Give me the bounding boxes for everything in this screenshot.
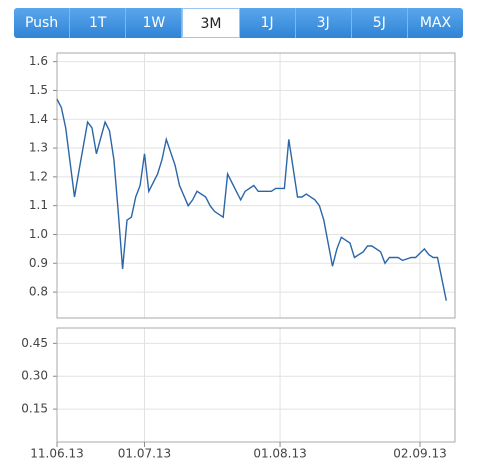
tab[interactable]: 1W [126,8,183,38]
y-tick-label: 1.5 [29,83,48,97]
x-tick-label: 01.08.13 [253,447,306,461]
y-tick-label: 1.4 [29,112,48,126]
tab[interactable]: Push [14,8,71,38]
y-tick-label: 1.1 [29,198,48,212]
tab-bar: Push 1T 1W 3M 1J 3J 5J MAX [14,8,463,38]
y-tick-label: 0.30 [21,369,48,383]
y-tick-label: 0.45 [21,336,48,350]
y-tick-label: 1.6 [29,54,48,68]
tab[interactable]: 3J [296,8,352,38]
tab[interactable]: 1J [240,8,296,38]
y-tick-label: 1.3 [29,141,48,155]
y-tick-label: 0.15 [21,402,48,416]
tab[interactable]: 1T [70,8,127,38]
price-line [56,98,447,301]
tab[interactable]: 3M [182,8,240,38]
plot-frame [56,327,456,443]
y-tick-label: 1.0 [29,227,48,241]
x-tick-label: 11.06.13 [30,447,83,461]
plot-frame [56,52,456,319]
tab[interactable]: MAX [419,15,452,31]
tab[interactable]: 5J [352,8,408,38]
y-tick-label: 0.9 [29,256,48,270]
y-tick-label: 0.8 [29,285,48,299]
x-tick-label: 01.07.13 [118,447,171,461]
y-tick-label: 1.2 [29,169,48,183]
x-tick-label: 02.09.13 [393,447,446,461]
